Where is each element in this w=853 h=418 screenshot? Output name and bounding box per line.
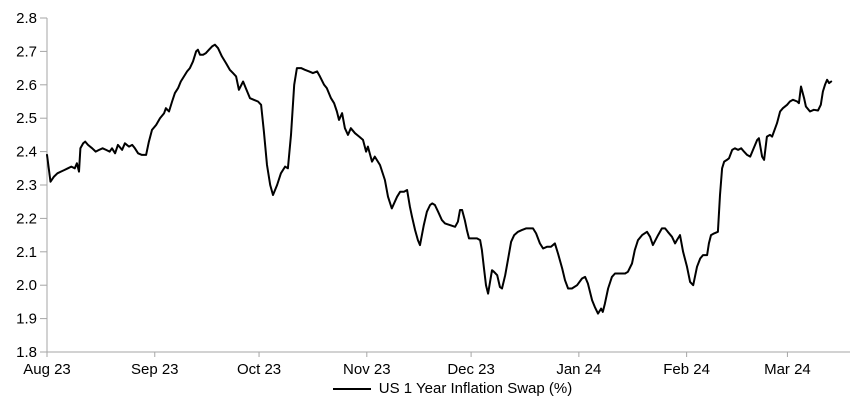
y-tick-label: 1.8	[16, 344, 37, 361]
y-tick-label: 2.5	[16, 110, 37, 127]
x-tick-label: Dec 23	[447, 361, 495, 378]
legend: US 1 Year Inflation Swap (%)	[26, 380, 853, 397]
legend-line-sample	[332, 387, 371, 390]
y-tick-label: 2.2	[16, 210, 37, 227]
x-tick-label: Jan 24	[556, 361, 601, 378]
y-tick-label: 2.7	[16, 43, 37, 60]
x-tick-label: Feb 24	[663, 361, 710, 378]
series-line	[46, 43, 833, 315]
legend-label: US 1 Year Inflation Swap (%)	[378, 380, 573, 397]
y-tick-label: 2.1	[16, 244, 37, 261]
y-tick-label: 2.0	[16, 277, 37, 294]
x-tick-label: Nov 23	[343, 361, 391, 378]
x-tick-label: Sep 23	[131, 361, 179, 378]
y-axis: 2.8 2.7 2.6 2.5 2.4 2.3 2.2 2.1 2.0 1.9 1.8	[16, 10, 48, 361]
y-tick-label: 1.9	[16, 311, 37, 328]
y-tick-label: 2.4	[16, 144, 37, 161]
y-tick-label: 2.3	[16, 177, 37, 194]
x-tick-label: Aug 23	[23, 361, 71, 378]
x-axis: Aug 23 Sep 23 Oct 23 Nov 23 Dec 23 Jan 24 Feb …	[23, 351, 850, 378]
y-tick-label: 2.6	[16, 77, 37, 94]
x-tick-label: Oct 23	[237, 361, 281, 378]
x-tick-label: Mar 24	[764, 361, 811, 378]
y-tick-label: 2.8	[16, 10, 37, 27]
